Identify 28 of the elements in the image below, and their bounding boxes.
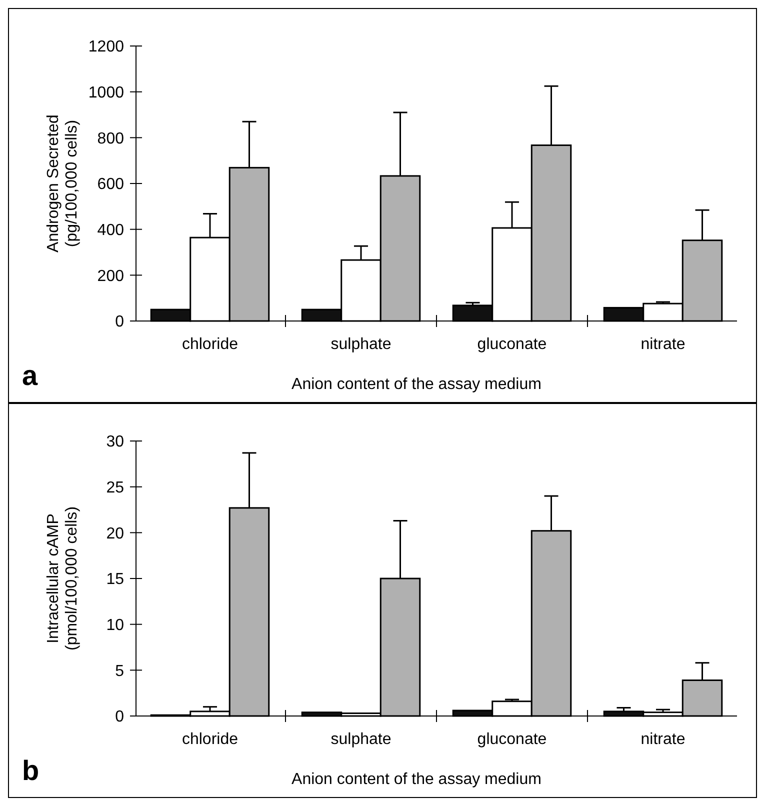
x-tick-label: gluconate [477, 336, 547, 353]
y-axis-title: Intracellular cAMP (pmol/100,000 cells) [45, 506, 80, 651]
y-tick-label: 200 [97, 268, 124, 285]
x-tick-label: sulphate [330, 336, 392, 353]
y-axis-title: Androgen Secreted (pg/100,000 cells) [45, 114, 80, 252]
y-tick-label: 0 [115, 314, 124, 331]
y-tick-label: 400 [97, 222, 124, 239]
x-axis-title: Anion content of the assay medium [292, 376, 542, 393]
x-tick-label: gluconate [477, 731, 547, 748]
x-tick-label: nitrate [640, 731, 686, 748]
x-tick-label: nitrate [640, 336, 686, 353]
y-tick-label: 15 [106, 571, 124, 588]
y-tick-label: 20 [106, 525, 124, 542]
y-tick-label: 800 [97, 130, 124, 148]
y-tick-label: 25 [106, 479, 124, 496]
x-tick-label: sulphate [330, 731, 392, 748]
text: a [22, 360, 38, 391]
y-tick-label: 10 [106, 616, 124, 634]
text: b [22, 755, 40, 786]
x-axis-title: Anion content of the assay medium [292, 771, 542, 788]
x-tick-label: chloride [182, 731, 238, 748]
y-tick-label: 1000 [88, 84, 124, 102]
y-tick-label: 5 [115, 662, 124, 680]
x-tick-label: chloride [182, 336, 238, 353]
y-tick-label: 30 [106, 434, 124, 451]
y-tick-label: 600 [97, 176, 124, 194]
y-tick-label: 0 [115, 708, 124, 726]
y-tick-label: 1200 [88, 38, 124, 56]
